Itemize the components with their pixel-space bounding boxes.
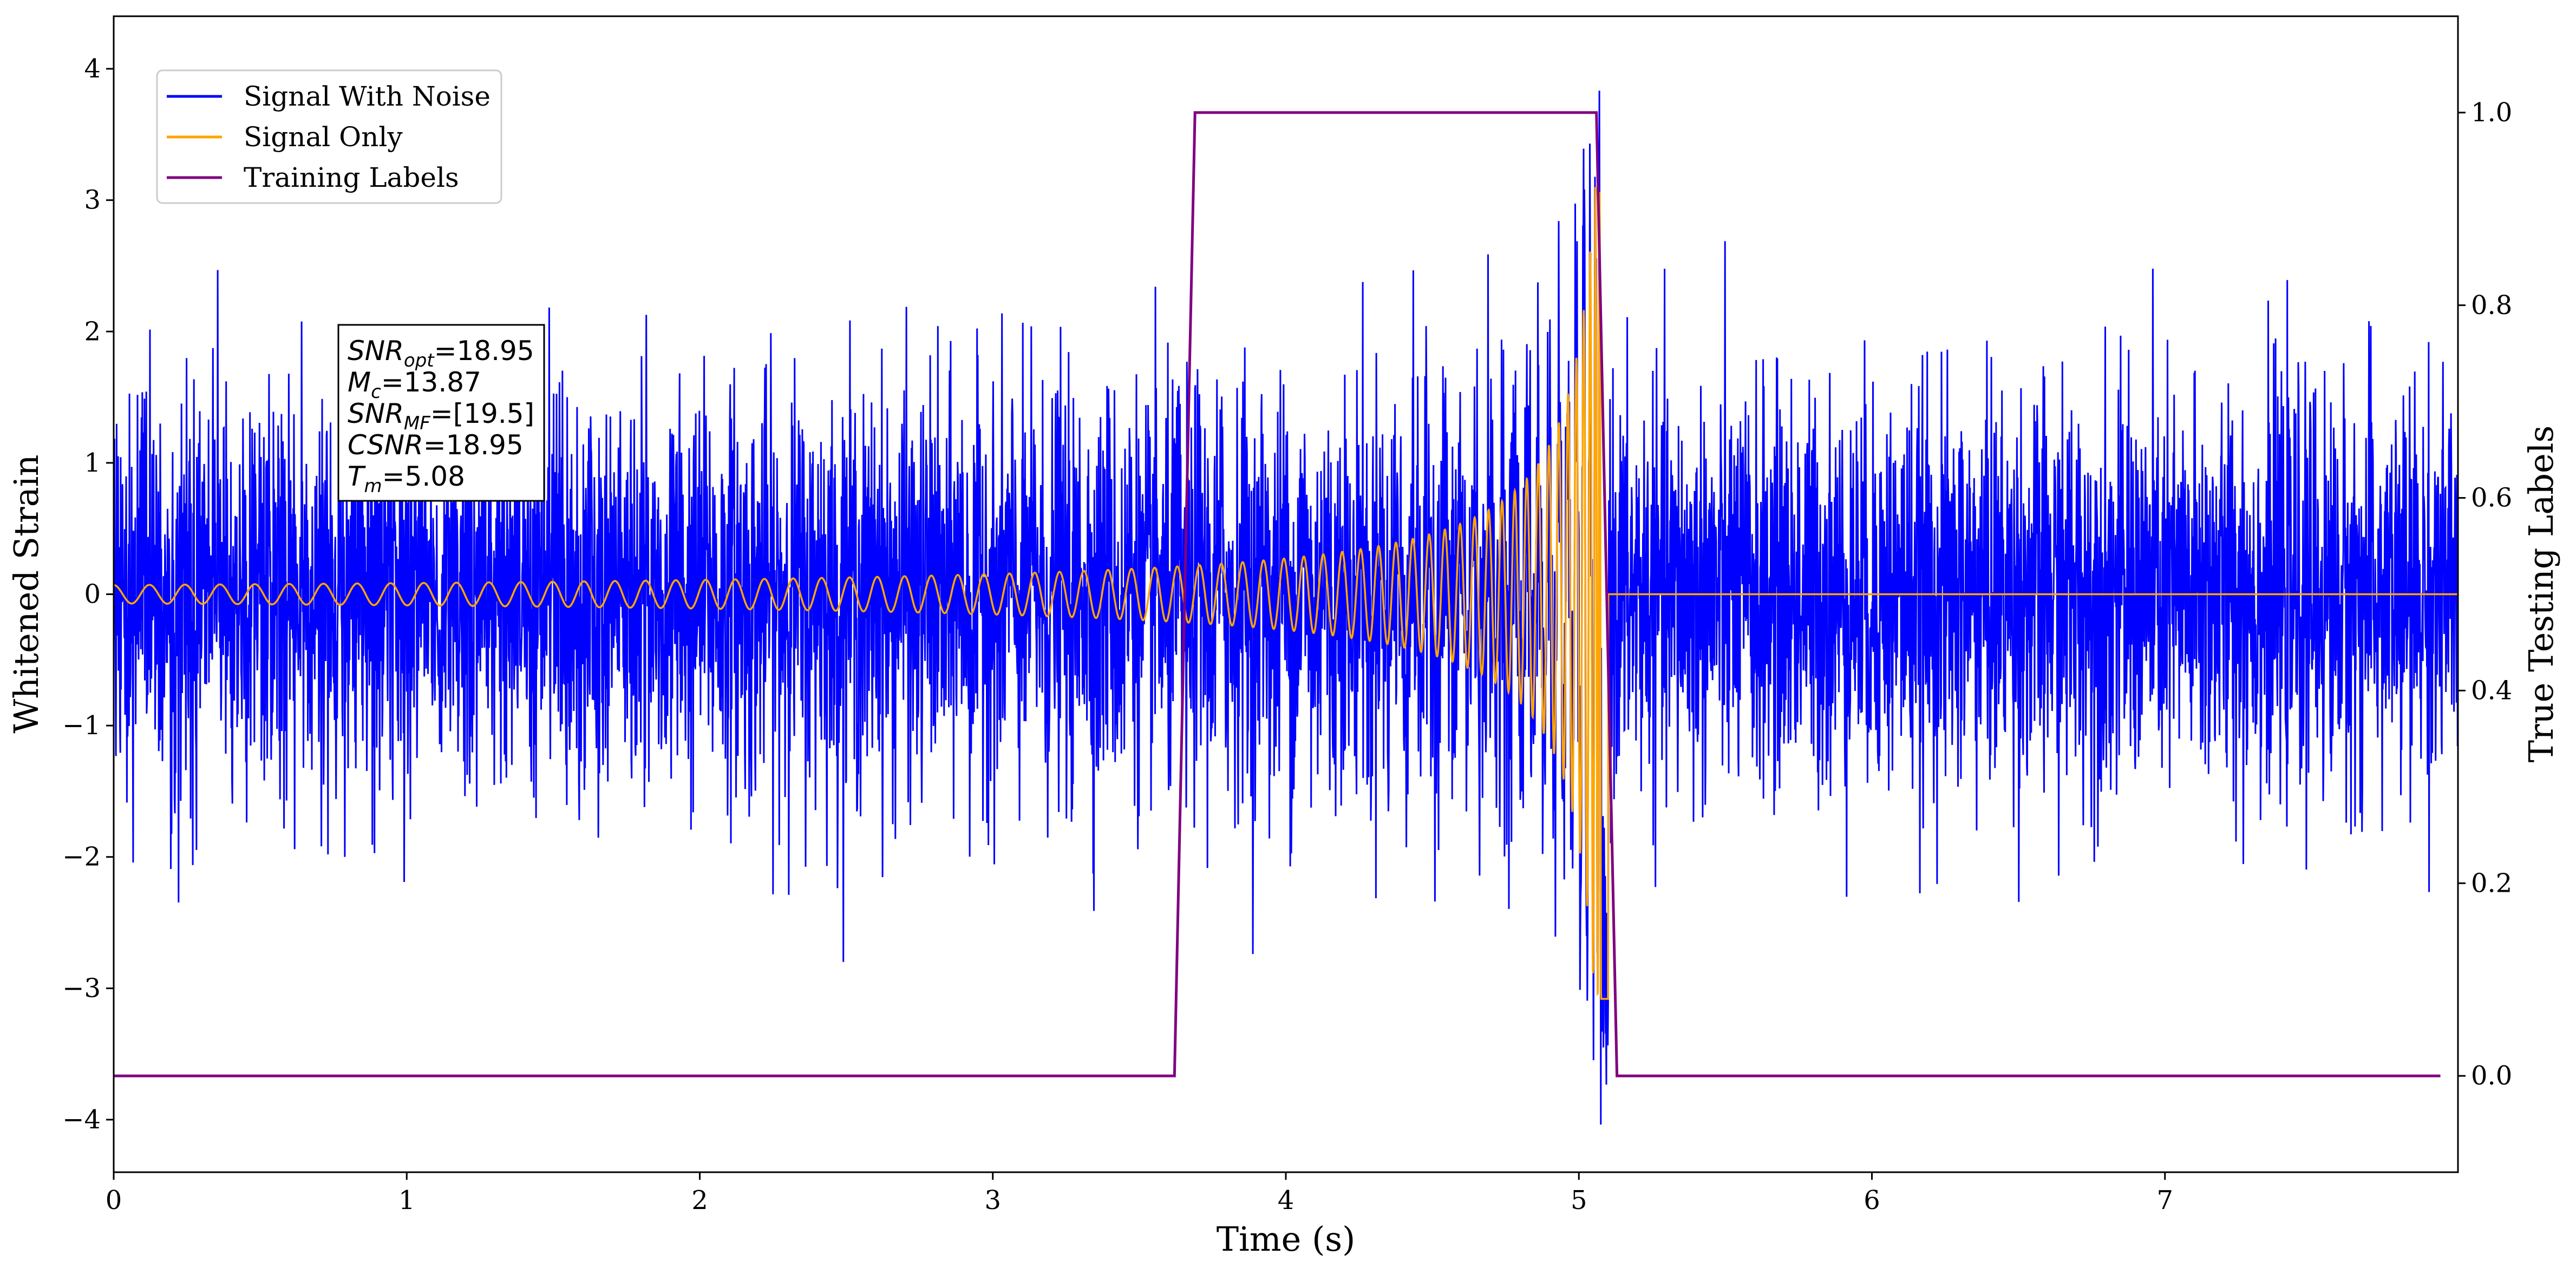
y2-tick-label: 0.2	[2471, 868, 2512, 898]
x-axis-title: Time (s)	[1217, 1219, 1356, 1259]
y-tick-label: 2	[84, 316, 101, 347]
series-signal-only	[114, 187, 2458, 1000]
x-tick-label: 5	[1571, 1185, 1587, 1216]
y-tick-label: −3	[62, 973, 101, 1003]
annotation-box	[337, 324, 545, 502]
y2-tick-label: 0.8	[2471, 290, 2512, 321]
x-tick-label: 3	[984, 1185, 1001, 1216]
y2-axis-title: True Testing Labels	[2521, 426, 2561, 763]
y2-tick-label: 0.0	[2471, 1061, 2512, 1091]
x-tick-label: 0	[106, 1185, 122, 1216]
x-tick-label: 7	[2156, 1185, 2173, 1216]
x-tick-label: 4	[1278, 1185, 1294, 1216]
annotation-line: Mc=13.87	[348, 367, 481, 403]
y-tick-label: −1	[62, 710, 101, 741]
plot-area	[114, 90, 2458, 1125]
annotation-line: SNRopt=18.95	[348, 335, 534, 371]
y2-tick-label: 1.0	[2471, 97, 2512, 128]
legend-label: Signal Only	[244, 121, 403, 153]
legend-label: Signal With Noise	[244, 81, 491, 112]
y-tick-label: 0	[84, 579, 101, 610]
y-axis-right: 1.0 0.8 0.6 0.4 0.2 0.0	[2458, 97, 2512, 1091]
y-axis-left: 4 3 2 1 0 −1 −2 −3 −4	[62, 54, 114, 1135]
x-tick-label: 2	[691, 1185, 708, 1216]
legend-box	[156, 69, 502, 204]
y-tick-label: −4	[62, 1105, 101, 1135]
stats-annotation: SNRopt=18.95Mc=13.87SNRMF=[19.5]CSNR=18.…	[337, 324, 545, 502]
x-axis: 0 1 2 3 4 5 6 7	[106, 1172, 2173, 1216]
y-tick-label: 4	[84, 54, 101, 84]
y-tick-label: −2	[62, 842, 101, 872]
y-tick-label: 3	[84, 185, 101, 215]
series-training-labels	[114, 111, 2441, 1077]
y-axis-title: Whitened Strain	[6, 455, 46, 734]
y2-tick-label: 0.6	[2471, 483, 2512, 513]
legend: Signal With Noise Signal Only Training Lab…	[156, 69, 502, 204]
y-tick-label: 1	[84, 448, 101, 478]
annotation-line: SNRMF=[19.5]	[348, 398, 534, 434]
legend-label: Training Labels	[244, 162, 459, 193]
annotation-line: CSNR=18.95	[348, 429, 524, 461]
annotation-line: Tm=5.08	[348, 461, 465, 497]
y2-tick-label: 0.4	[2471, 675, 2512, 705]
x-tick-label: 1	[398, 1185, 415, 1216]
x-tick-label: 6	[1864, 1185, 1880, 1216]
